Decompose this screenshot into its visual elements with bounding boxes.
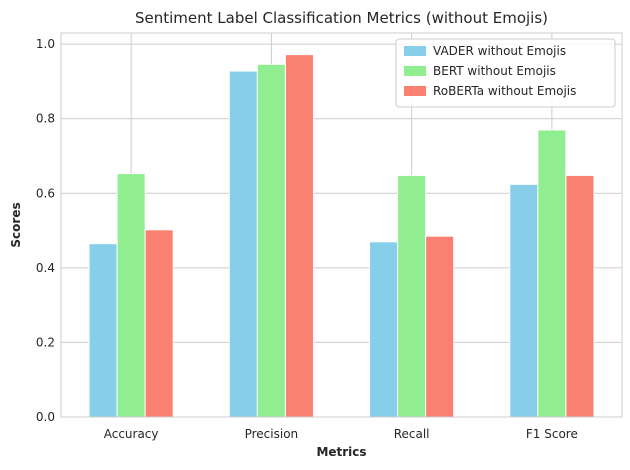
bar (144, 229, 174, 418)
x-tick-label: F1 Score (526, 427, 578, 441)
bar (537, 129, 567, 418)
legend: VADER without Emojis BERT without Emojis R… (395, 38, 616, 108)
legend-swatch (404, 66, 426, 76)
legend-label: VADER without Emojis (433, 44, 566, 58)
y-ticks: 0.0 0.2 0.4 0.6 0.8 1.0 (36, 37, 55, 424)
bar (509, 183, 539, 418)
y-tick-label: 0.6 (36, 186, 55, 200)
bar (88, 243, 118, 418)
y-axis-label: Scores (9, 202, 23, 247)
y-tick-label: 0.8 (36, 112, 55, 126)
x-axis-label: Metrics (316, 445, 366, 459)
bar (425, 235, 455, 418)
bar (397, 174, 427, 418)
legend-swatch (404, 86, 426, 96)
bar (116, 173, 146, 418)
y-tick-label: 0.2 (36, 335, 55, 349)
plot-frame (60, 32, 623, 418)
x-tick-label: Recall (394, 427, 430, 441)
x-ticks: Accuracy Precision Recall F1 Score (104, 427, 578, 441)
bars (88, 54, 595, 418)
bar (565, 174, 595, 418)
bar (256, 63, 286, 418)
bar (228, 70, 258, 418)
x-tick-label: Accuracy (104, 427, 159, 441)
legend-label: BERT without Emojis (433, 64, 556, 78)
y-tick-label: 0.4 (36, 261, 55, 275)
y-tick-label: 0.0 (36, 410, 55, 424)
bar (369, 241, 399, 418)
legend-swatch (404, 46, 426, 56)
legend-label: RoBERTa without Emojis (433, 84, 576, 98)
legend-box (395, 38, 616, 108)
y-tick-label: 1.0 (36, 37, 55, 51)
x-tick-label: Precision (245, 427, 299, 441)
chart-title: Sentiment Label Classification Metrics (… (135, 9, 548, 27)
bar (284, 54, 314, 418)
